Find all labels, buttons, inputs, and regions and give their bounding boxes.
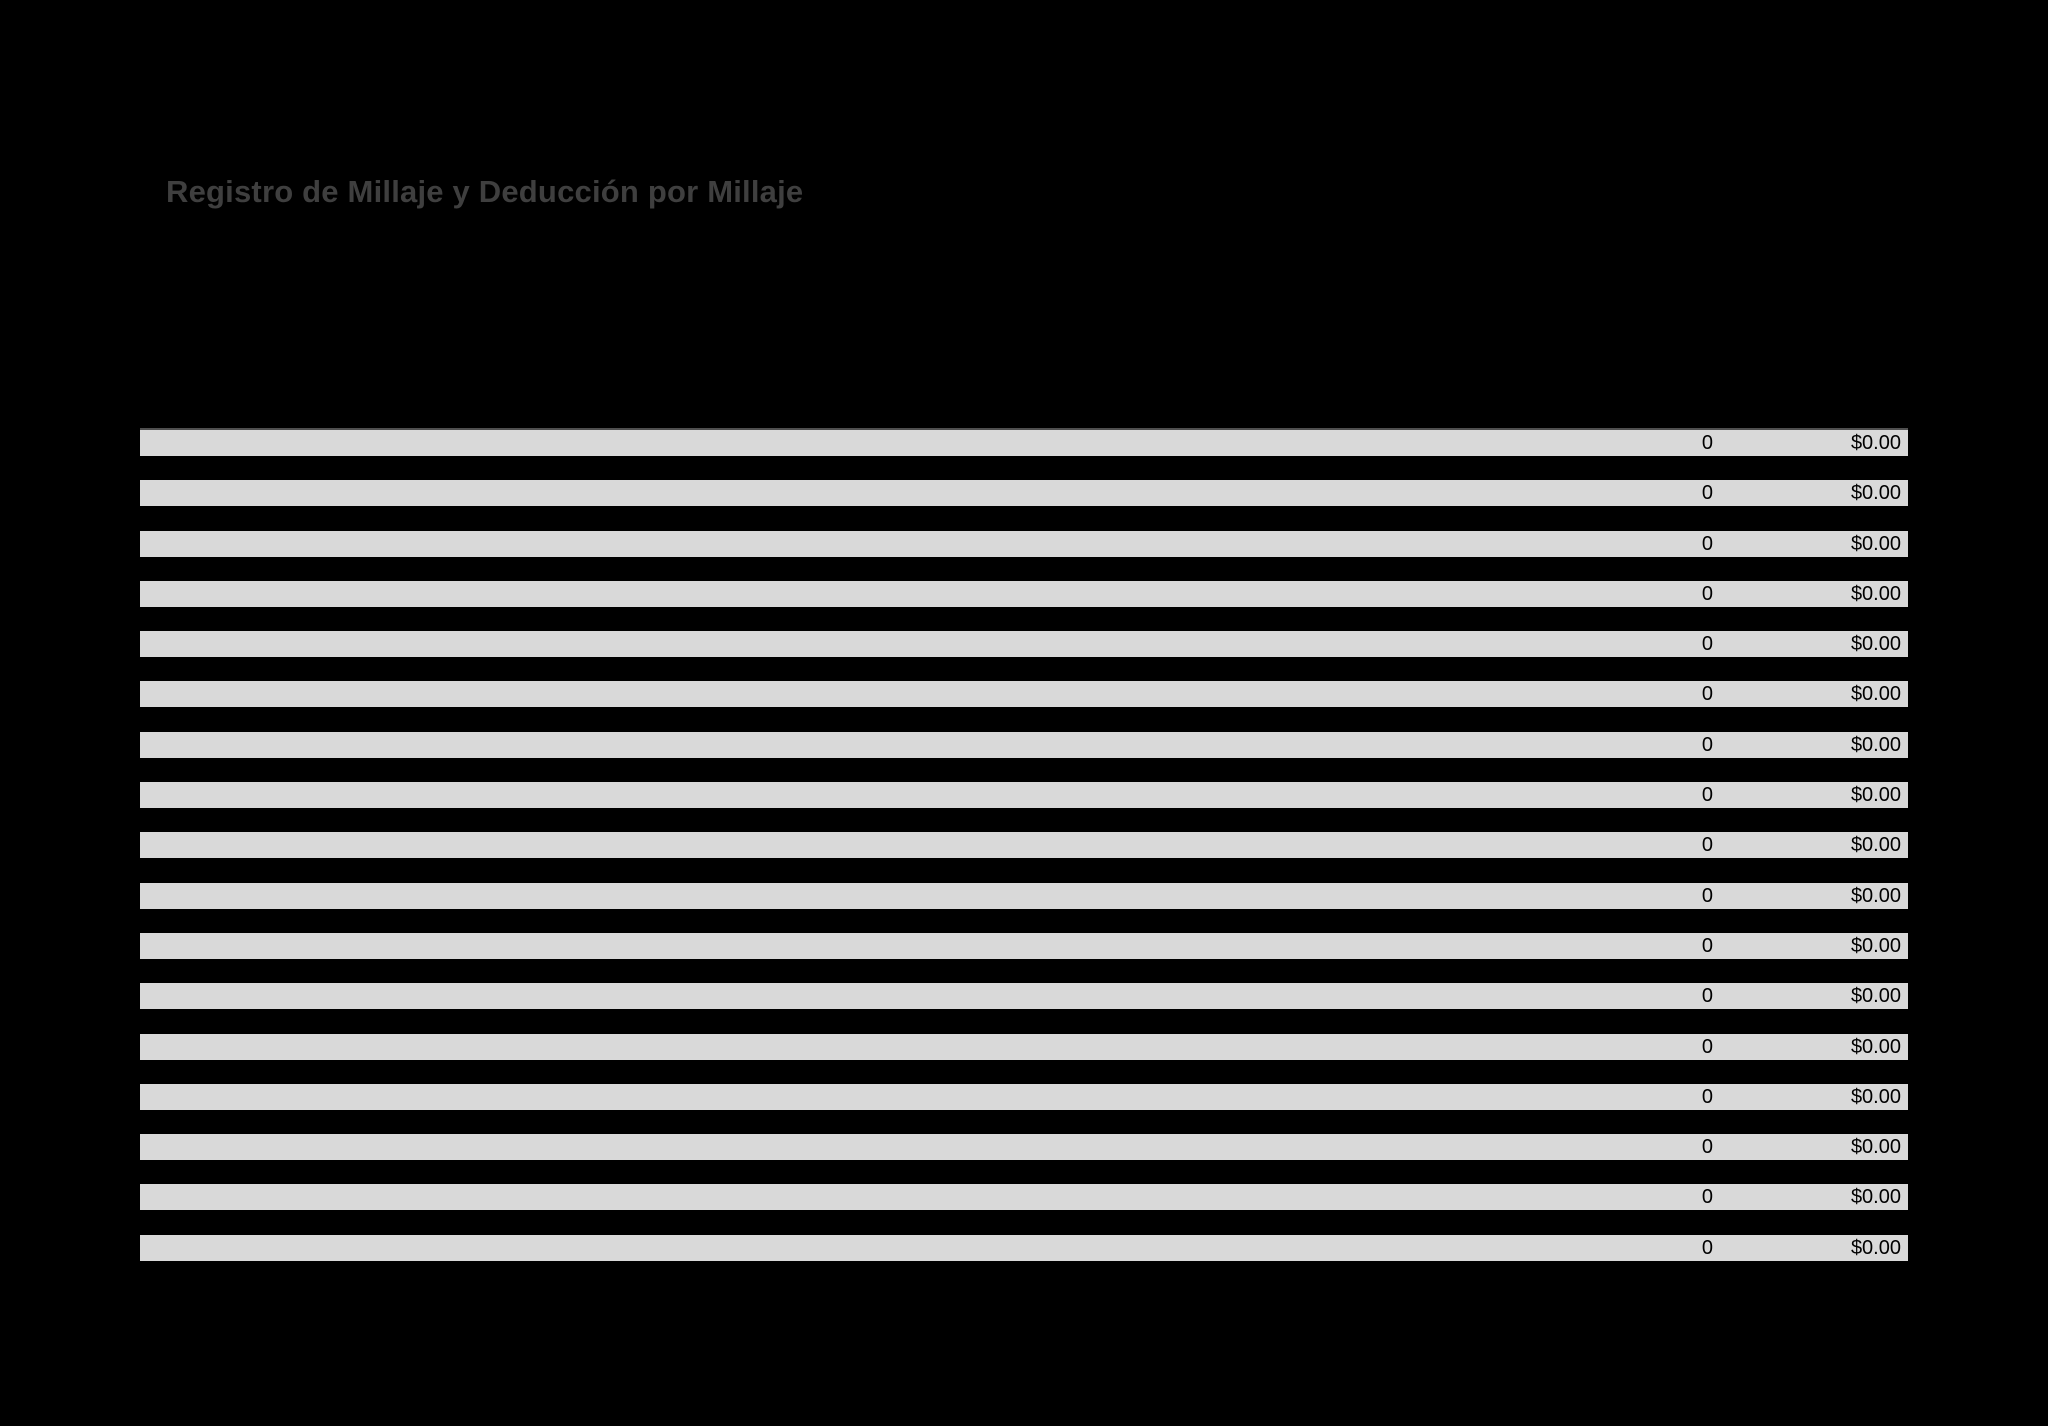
table-row[interactable]: 0 $0.00 — [140, 480, 1908, 507]
millas-cell[interactable]: 0 — [1701, 432, 1713, 454]
deduccion-cell[interactable]: $0.00 — [1850, 432, 1901, 454]
deduccion-cell[interactable]: $0.00 — [1850, 834, 1901, 857]
descripcion-cell[interactable] — [140, 681, 1573, 707]
table-row[interactable]: 0 $0.00 — [140, 1083, 1908, 1110]
table-row[interactable]: 0 $0.00 — [140, 1033, 1908, 1060]
table-row[interactable]: 0 $0.00 — [140, 530, 1908, 557]
descripcion-cell[interactable] — [140, 1235, 1573, 1261]
millas-cell[interactable]: 0 — [1701, 834, 1713, 857]
deduccion-cell[interactable]: $0.00 — [1850, 1035, 1901, 1058]
table-row[interactable]: 0 $0.00 — [140, 430, 1908, 456]
deduccion-cell[interactable]: $0.00 — [1850, 683, 1901, 706]
descripcion-cell[interactable] — [140, 1134, 1573, 1160]
table-row[interactable]: 0 $0.00 — [140, 932, 1908, 959]
millas-cell[interactable]: 0 — [1701, 1035, 1713, 1058]
descripcion-cell[interactable] — [140, 1084, 1573, 1110]
descripcion-cell[interactable] — [140, 581, 1573, 607]
deduccion-cell[interactable]: $0.00 — [1850, 482, 1901, 505]
millas-cell[interactable]: 0 — [1701, 1136, 1713, 1159]
page-title: Registro de Millaje y Deducción por Mill… — [166, 174, 804, 209]
millas-cell[interactable]: 0 — [1701, 884, 1713, 907]
millas-cell[interactable]: 0 — [1701, 633, 1713, 656]
table-row[interactable]: 0 $0.00 — [140, 1184, 1908, 1211]
millas-cell[interactable]: 0 — [1701, 482, 1713, 505]
table-row[interactable]: 0 $0.00 — [140, 1234, 1908, 1261]
millas-cell[interactable]: 0 — [1701, 582, 1713, 605]
descripcion-cell[interactable] — [140, 1034, 1573, 1060]
descripcion-cell[interactable] — [140, 430, 1573, 456]
descripcion-cell[interactable] — [140, 732, 1573, 758]
millas-cell[interactable]: 0 — [1701, 934, 1713, 957]
deduccion-cell[interactable]: $0.00 — [1850, 582, 1901, 605]
descripcion-cell[interactable] — [140, 983, 1573, 1009]
deduccion-cell[interactable]: $0.00 — [1850, 633, 1901, 656]
table-row[interactable]: 0 $0.00 — [140, 731, 1908, 758]
millas-cell[interactable]: 0 — [1701, 784, 1713, 807]
mileage-table: 0 $0.00 0 $0.00 0 $0.00 0 $0.00 0 $0.00 … — [140, 430, 1908, 1285]
descripcion-cell[interactable] — [140, 883, 1573, 909]
descripcion-cell[interactable] — [140, 933, 1573, 959]
descripcion-cell[interactable] — [140, 782, 1573, 808]
deduccion-cell[interactable]: $0.00 — [1850, 985, 1901, 1008]
deduccion-cell[interactable]: $0.00 — [1850, 1186, 1901, 1209]
millas-cell[interactable]: 0 — [1701, 1236, 1713, 1259]
millas-cell[interactable]: 0 — [1701, 532, 1713, 555]
table-row[interactable]: 0 $0.00 — [140, 983, 1908, 1010]
table-row[interactable]: 0 $0.00 — [140, 782, 1908, 809]
descripcion-cell[interactable] — [140, 480, 1573, 506]
millas-cell[interactable]: 0 — [1701, 683, 1713, 706]
descripcion-cell[interactable] — [140, 531, 1573, 557]
deduccion-cell[interactable]: $0.00 — [1850, 733, 1901, 756]
table-row[interactable]: 0 $0.00 — [140, 631, 1908, 658]
descripcion-cell[interactable] — [140, 832, 1573, 858]
deduccion-cell[interactable]: $0.00 — [1850, 934, 1901, 957]
millas-cell[interactable]: 0 — [1701, 985, 1713, 1008]
table-row[interactable]: 0 $0.00 — [140, 580, 1908, 607]
descripcion-cell[interactable] — [140, 1184, 1573, 1210]
table-row[interactable]: 0 $0.00 — [140, 681, 1908, 708]
deduccion-cell[interactable]: $0.00 — [1850, 784, 1901, 807]
deduccion-cell[interactable]: $0.00 — [1850, 1236, 1901, 1259]
millas-cell[interactable]: 0 — [1701, 1085, 1713, 1108]
descripcion-cell[interactable] — [140, 631, 1573, 657]
table-row[interactable]: 0 $0.00 — [140, 832, 1908, 859]
deduccion-cell[interactable]: $0.00 — [1850, 1085, 1901, 1108]
table-row[interactable]: 0 $0.00 — [140, 1134, 1908, 1161]
deduccion-cell[interactable]: $0.00 — [1850, 532, 1901, 555]
deduccion-cell[interactable]: $0.00 — [1850, 1136, 1901, 1159]
table-row[interactable]: 0 $0.00 — [140, 882, 1908, 909]
millas-cell[interactable]: 0 — [1701, 733, 1713, 756]
deduccion-cell[interactable]: $0.00 — [1850, 884, 1901, 907]
millas-cell[interactable]: 0 — [1701, 1186, 1713, 1209]
